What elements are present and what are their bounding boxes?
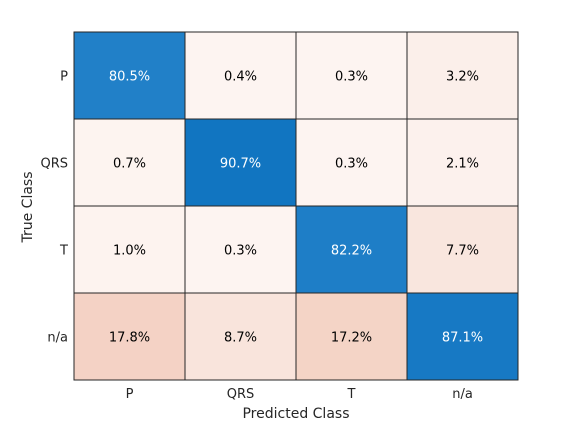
heatmap-cell [184, 205, 297, 294]
cell-value-label: 90.7% [220, 157, 261, 172]
heatmap-cells: 80.5% 0.4% 0.3% 3.2% 0.7% 90.7% 0.3% 2.1% 1.0% 0.… [73, 31, 519, 381]
heatmap-cell [295, 292, 408, 381]
cell-value-label: 87.1% [442, 331, 483, 346]
cell-value-label: 1.0% [113, 244, 146, 259]
heatmap-cell [184, 31, 297, 120]
heatmap-cell [406, 292, 519, 381]
y-axis-label: True Class [20, 171, 36, 243]
cell-value-label: 8.7% [224, 331, 257, 346]
heatmap-cell [184, 118, 297, 207]
x-tick-label: T [347, 387, 356, 402]
cell-value-label: 17.2% [331, 331, 372, 346]
heatmap-cell [295, 31, 408, 120]
y-tick-labels: P QRS Tn/a [40, 70, 68, 346]
cell-value-label: 80.5% [109, 70, 150, 85]
cell-value-label: 0.4% [224, 70, 257, 85]
cell-value-label: 2.1% [446, 157, 479, 172]
cell-value-label: 0.3% [335, 70, 368, 85]
heatmap-cell [73, 118, 186, 207]
cell-value-label: 17.8% [109, 331, 150, 346]
cell-value-label: 3.2% [446, 70, 479, 85]
x-tick-label: QRS [227, 387, 255, 402]
cell-value-label: 82.2% [331, 244, 372, 259]
x-tick-label: P [126, 387, 134, 402]
x-axis-label: Predicted Class [242, 406, 349, 422]
heatmap-cell [406, 205, 519, 294]
heatmap-cell [184, 292, 297, 381]
y-tick-label: n/a [47, 331, 68, 346]
cell-value-label: 0.7% [113, 157, 146, 172]
y-tick-label: T [59, 244, 68, 259]
y-tick-label: P [60, 70, 68, 85]
heatmap-cell [73, 31, 186, 120]
y-tick-label: QRS [40, 157, 68, 172]
x-tick-label: n/a [452, 387, 473, 402]
heatmap-cell [406, 31, 519, 120]
heatmap-cell [73, 292, 186, 381]
cell-value-label: 0.3% [335, 157, 368, 172]
cell-value-label: 7.7% [446, 244, 479, 259]
heatmap-cell [406, 118, 519, 207]
cell-value-label: 0.3% [224, 244, 257, 259]
